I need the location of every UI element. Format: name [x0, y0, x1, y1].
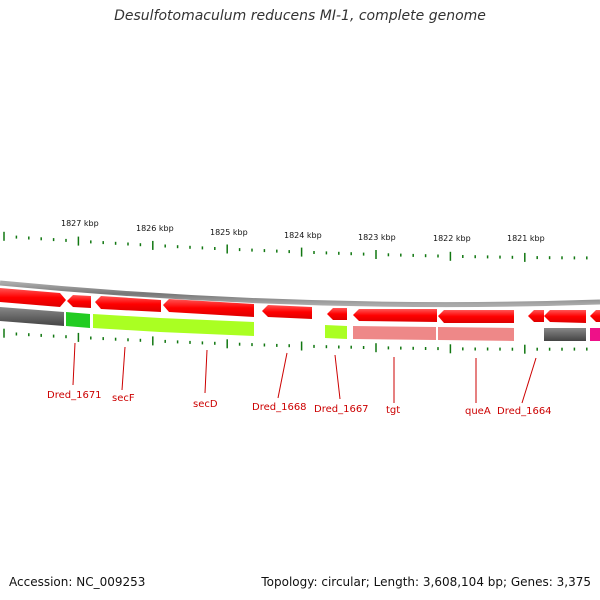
scale-ticks-bottom: [3, 328, 588, 354]
gene-arrow: [67, 295, 91, 308]
gene-arrow: [0, 288, 66, 307]
gene-arrow: [438, 310, 514, 323]
label-leader-lines: [72, 342, 537, 404]
cog-segment-lime: [160, 318, 254, 336]
scale-label-1824: 1824 kbp: [284, 231, 322, 240]
scale-label-1822: 1822 kbp: [433, 234, 471, 243]
topology-text: Topology: circular; Length: 3,608,104 bp…: [261, 575, 591, 589]
cog-band: [0, 307, 600, 341]
gene-label-dred-1664: Dred_1664: [497, 406, 552, 417]
map-title: Desulfotomaculum reducens MI-1, complete…: [114, 8, 486, 24]
cog-segment-magenta: [590, 328, 600, 341]
forward-strand-genes: [0, 288, 600, 323]
gene-arrow: [163, 299, 254, 317]
gene-label-dred-1671: Dred_1671: [47, 390, 102, 401]
gene-arrow: [262, 305, 312, 319]
gene-label-secd: secD: [193, 399, 218, 410]
gene-arrow: [327, 308, 347, 320]
scale-label-1826: 1826 kbp: [136, 224, 174, 233]
gene-label-dred-1667: Dred_1667: [314, 404, 369, 415]
scale-label-1821: 1821 kbp: [507, 234, 545, 243]
cog-segment-dark: [544, 328, 586, 341]
scale-ticks-top: [3, 231, 588, 262]
cog-segment-lime: [93, 314, 160, 332]
gene-label-quea: queA: [465, 406, 491, 417]
gene-arrow: [528, 310, 544, 322]
gene-arrow: [590, 310, 600, 322]
cog-segment-pink: [353, 326, 436, 340]
scale-label-1827: 1827 kbp: [61, 219, 99, 228]
genome-backbone: [0, 280, 600, 308]
gene-label-tgt: tgt: [386, 405, 400, 416]
gene-label-secf: secF: [112, 393, 135, 404]
scale-label-1823: 1823 kbp: [358, 233, 396, 242]
cog-segment-pink: [438, 327, 514, 341]
accession-text: Accession: NC_009253: [9, 575, 146, 589]
gene-arrow: [544, 310, 586, 323]
gene-label-dred-1668: Dred_1668: [252, 402, 307, 413]
cog-segment-lime: [325, 325, 347, 339]
scale-label-1825: 1825 kbp: [210, 228, 248, 237]
cog-segment-green: [66, 312, 90, 328]
cog-segment-dark: [0, 307, 64, 326]
gene-arrow: [95, 296, 161, 312]
gene-arrow: [353, 309, 437, 322]
